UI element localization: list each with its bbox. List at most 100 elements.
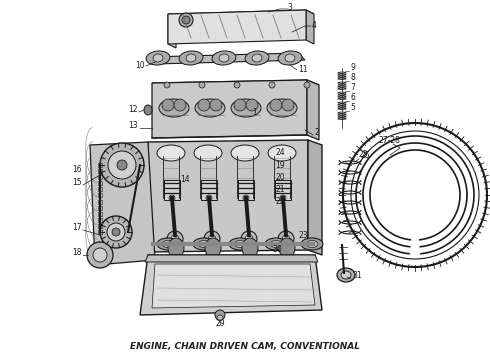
Ellipse shape	[279, 238, 295, 258]
Bar	[98, 193, 102, 197]
Text: 25: 25	[360, 151, 369, 160]
Ellipse shape	[268, 145, 296, 161]
Circle shape	[280, 195, 286, 201]
Circle shape	[107, 223, 125, 241]
Text: 20: 20	[275, 173, 285, 182]
Ellipse shape	[205, 238, 221, 258]
Circle shape	[182, 16, 190, 24]
Ellipse shape	[162, 240, 174, 248]
Circle shape	[210, 99, 222, 111]
Polygon shape	[148, 140, 308, 252]
Text: 15: 15	[73, 178, 82, 187]
Bar	[98, 206, 102, 210]
Ellipse shape	[179, 51, 203, 65]
Text: 13: 13	[128, 121, 138, 130]
Ellipse shape	[234, 240, 246, 248]
Ellipse shape	[157, 145, 185, 161]
Ellipse shape	[229, 238, 251, 250]
Text: 31: 31	[352, 271, 362, 280]
Bar	[98, 224, 102, 228]
Bar	[164, 180, 180, 200]
Polygon shape	[140, 255, 322, 315]
Polygon shape	[307, 80, 319, 140]
Text: 24: 24	[275, 148, 285, 157]
Circle shape	[112, 228, 120, 236]
Circle shape	[100, 143, 144, 187]
Bar	[98, 169, 102, 173]
Circle shape	[234, 99, 246, 111]
Circle shape	[164, 82, 170, 88]
Text: 18: 18	[73, 248, 82, 257]
Circle shape	[246, 99, 258, 111]
Circle shape	[269, 82, 275, 88]
Polygon shape	[308, 140, 322, 255]
Text: 16: 16	[73, 165, 82, 174]
Polygon shape	[306, 10, 314, 44]
Bar	[275, 180, 291, 200]
Bar	[98, 218, 102, 222]
Polygon shape	[168, 10, 306, 44]
Ellipse shape	[186, 54, 196, 62]
Polygon shape	[145, 255, 318, 262]
Circle shape	[243, 195, 249, 201]
Bar	[98, 181, 102, 185]
Text: 22: 22	[275, 197, 285, 206]
Ellipse shape	[219, 54, 229, 62]
Text: 14: 14	[180, 175, 190, 184]
Ellipse shape	[270, 240, 282, 248]
Text: 23: 23	[298, 231, 308, 240]
Ellipse shape	[159, 99, 189, 117]
Ellipse shape	[157, 238, 179, 250]
Bar	[98, 230, 102, 234]
Bar	[98, 163, 102, 167]
Bar	[201, 180, 217, 200]
Circle shape	[162, 99, 174, 111]
Text: 29: 29	[215, 319, 225, 328]
Text: 4: 4	[312, 22, 317, 31]
Circle shape	[278, 231, 294, 247]
Ellipse shape	[306, 240, 318, 248]
Text: 9: 9	[350, 63, 355, 72]
Circle shape	[169, 195, 175, 201]
Ellipse shape	[146, 51, 170, 65]
Circle shape	[93, 248, 107, 262]
Ellipse shape	[231, 99, 261, 117]
Text: 7: 7	[350, 83, 355, 92]
Circle shape	[282, 235, 290, 243]
Polygon shape	[168, 10, 314, 18]
Ellipse shape	[301, 238, 323, 250]
Circle shape	[217, 315, 223, 321]
Ellipse shape	[195, 99, 225, 117]
Bar	[238, 180, 254, 200]
Text: 3: 3	[288, 4, 293, 13]
Circle shape	[179, 13, 193, 27]
Ellipse shape	[252, 54, 262, 62]
Ellipse shape	[267, 99, 297, 117]
Circle shape	[117, 160, 127, 170]
Circle shape	[87, 242, 113, 268]
Ellipse shape	[265, 238, 287, 250]
Polygon shape	[152, 80, 319, 88]
Circle shape	[215, 310, 225, 320]
Ellipse shape	[242, 238, 258, 258]
Text: 5: 5	[350, 103, 355, 112]
Bar	[98, 175, 102, 179]
Circle shape	[100, 216, 132, 248]
Ellipse shape	[212, 51, 236, 65]
Circle shape	[245, 235, 253, 243]
Circle shape	[241, 231, 257, 247]
Ellipse shape	[278, 51, 302, 65]
Polygon shape	[148, 53, 305, 64]
Circle shape	[171, 235, 179, 243]
Circle shape	[270, 99, 282, 111]
Ellipse shape	[285, 54, 295, 62]
Text: 25: 25	[358, 150, 368, 159]
Circle shape	[206, 195, 212, 201]
Text: 10: 10	[135, 62, 145, 71]
Text: 19: 19	[275, 161, 285, 170]
Circle shape	[199, 82, 205, 88]
Circle shape	[304, 82, 310, 88]
Text: ENGINE, CHAIN DRIVEN CAM, CONVENTIONAL: ENGINE, CHAIN DRIVEN CAM, CONVENTIONAL	[130, 342, 360, 351]
Polygon shape	[90, 142, 155, 265]
Circle shape	[234, 82, 240, 88]
